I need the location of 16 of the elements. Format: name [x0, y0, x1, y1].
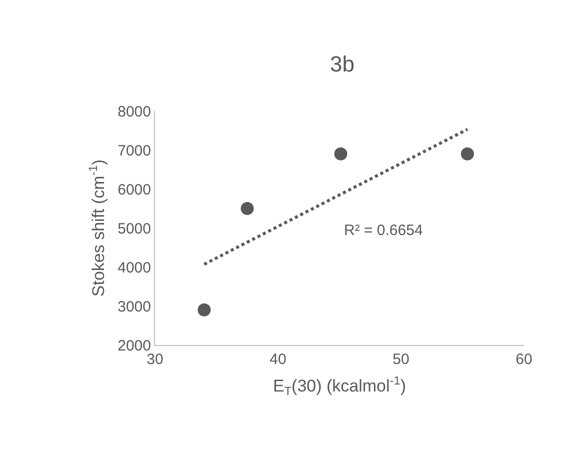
annotation: R² = 0.6654 — [344, 222, 423, 239]
y-tick-label: 3000 — [118, 298, 151, 316]
chart-title: 3b — [330, 52, 354, 77]
x-tick-label: 50 — [392, 351, 410, 368]
point — [198, 303, 211, 316]
point — [334, 147, 348, 160]
x-tick-label: 60 — [516, 351, 532, 368]
y-tick-label: 7000 — [118, 142, 151, 160]
y-tick-label: 6000 — [118, 181, 151, 198]
y-tick-label: 4000 — [118, 259, 151, 276]
x-axis-title: E$_{T}$(30) (kcalmol$^{-1}$) — [272, 373, 406, 398]
point — [460, 147, 474, 160]
x-tick-label: 40 — [270, 351, 286, 368]
y-tick-label: 8000 — [118, 103, 151, 120]
point — [240, 202, 254, 215]
y-tick-label: 5000 — [118, 220, 151, 238]
